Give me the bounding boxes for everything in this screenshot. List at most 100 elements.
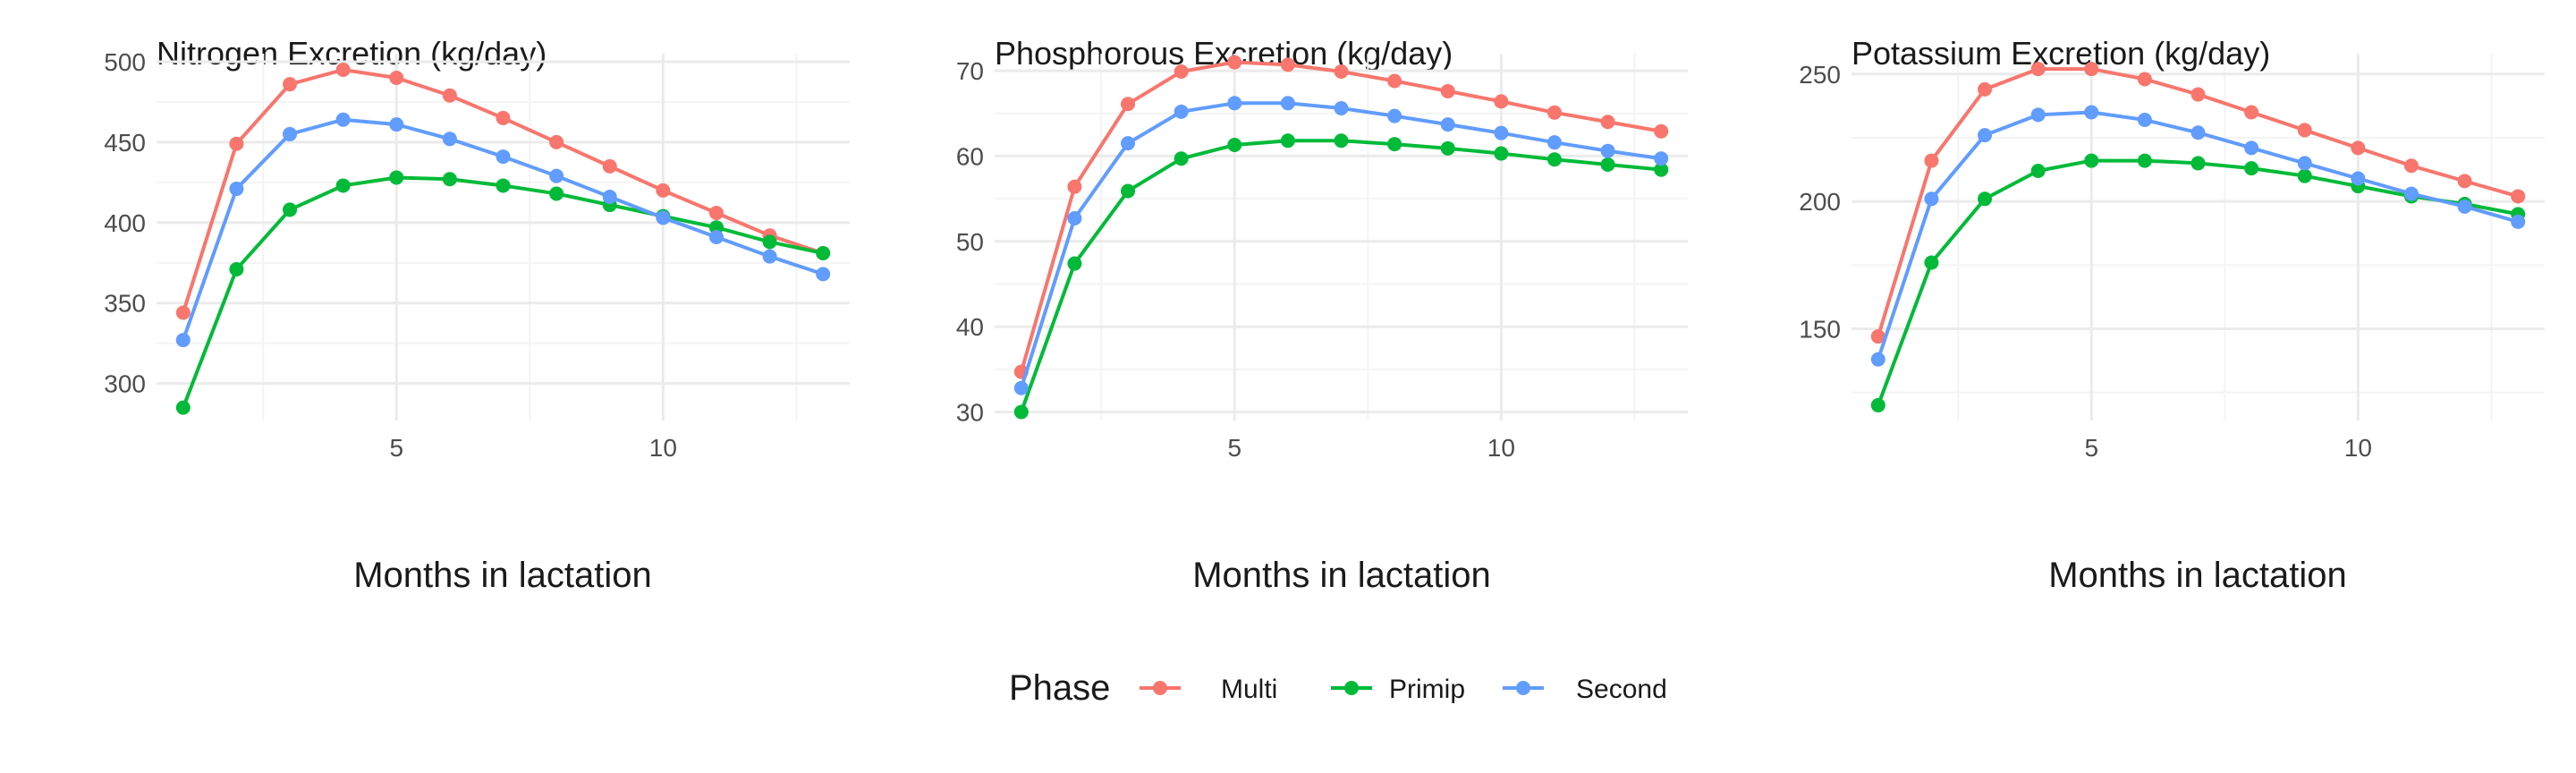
legend-title: Phase [1009, 668, 1110, 708]
data-point-primip [335, 178, 351, 193]
data-point-second [335, 112, 351, 127]
data-point-primip [283, 202, 298, 217]
legend-key-primip: Primip [1331, 675, 1465, 704]
data-point-multi [2190, 87, 2206, 102]
marks [1870, 62, 2526, 412]
x-axis-label: Months in lactation [2048, 556, 2347, 595]
data-point-second [2137, 113, 2152, 128]
y-tick-label: 450 [104, 129, 146, 157]
y-tick-label: 40 [956, 313, 984, 341]
data-point-multi [1174, 64, 1189, 80]
series-line-primip [1019, 139, 1662, 413]
x-tick-label: 10 [649, 434, 677, 462]
data-point-second [283, 126, 298, 141]
data-point-second [1440, 117, 1455, 132]
data-point-multi [1924, 153, 1939, 168]
data-point-primip [175, 400, 191, 415]
data-point-primip [496, 178, 511, 193]
panel-nitrogen: Nitrogen Excretion (kg/day) 5 10 300 350 400… [104, 35, 850, 595]
data-point-multi [389, 70, 404, 85]
y-tick-label: 350 [104, 290, 146, 318]
data-point-multi [1067, 179, 1082, 194]
series-line-primip [181, 175, 824, 409]
panel-title: Nitrogen Excretion (kg/day) [157, 35, 547, 72]
data-point-second [1600, 143, 1615, 158]
x-axis-label: Months in lactation [353, 556, 652, 595]
data-point-primip [1870, 397, 1885, 412]
y-tick-label: 60 [956, 142, 984, 170]
x-tick-label: 5 [2084, 434, 2098, 462]
data-point-primip [762, 234, 777, 250]
data-point-second [1387, 108, 1402, 123]
data-point-multi [335, 62, 351, 77]
data-point-primip [1280, 133, 1295, 149]
y-tick-label: 50 [956, 228, 984, 256]
data-point-multi [2403, 158, 2419, 174]
data-point-multi [175, 305, 191, 320]
data-point-multi [1121, 97, 1136, 112]
data-point-primip [1227, 138, 1242, 153]
data-point-primip [1654, 162, 1669, 177]
data-point-second [389, 117, 404, 132]
data-point-second [1121, 136, 1136, 151]
data-point-multi [2084, 62, 2099, 77]
marks [1013, 55, 1669, 420]
data-point-second [1334, 101, 1349, 116]
data-point-multi [1440, 83, 1455, 98]
data-point-multi [2244, 105, 2259, 120]
panel-potassium: Potassium Excretion (kg/day) 5 10 150 200 25… [1799, 35, 2545, 595]
data-point-primip [549, 186, 564, 201]
data-point-second [175, 333, 191, 348]
data-point-second [2297, 156, 2312, 171]
legend-label-primip: Primip [1389, 675, 1465, 704]
data-point-primip [1440, 140, 1455, 156]
data-point-multi [229, 136, 244, 151]
data-point-second [442, 132, 457, 147]
data-point-primip [2190, 156, 2206, 171]
data-point-multi [1654, 123, 1669, 139]
data-point-multi [549, 134, 564, 149]
data-point-multi [283, 77, 298, 92]
data-point-multi [708, 206, 724, 221]
legend-label-second: Second [1576, 675, 1667, 704]
data-point-second [1494, 125, 1509, 140]
marks [175, 62, 831, 415]
data-point-second [2403, 186, 2419, 201]
data-point-multi [2137, 72, 2152, 87]
y-tick-label: 250 [1799, 61, 1841, 89]
data-point-second [1870, 352, 1885, 367]
data-point-second [1013, 380, 1029, 395]
data-point-second [762, 249, 777, 264]
data-point-primip [1067, 256, 1082, 271]
data-point-primip [2030, 163, 2046, 178]
data-point-multi [1280, 57, 1295, 72]
series-line-second [1876, 110, 2519, 361]
data-point-second [2351, 171, 2366, 186]
x-tick-label: 10 [2344, 434, 2372, 462]
y-tick-label: 300 [104, 370, 146, 398]
grid [1852, 54, 2545, 420]
panel-title: Phosphorous Excretion (kg/day) [995, 35, 1453, 72]
data-point-primip [2297, 168, 2312, 183]
data-point-primip [816, 245, 831, 260]
data-point-second [602, 190, 617, 205]
panel-title: Potassium Excretion (kg/day) [1852, 35, 2270, 72]
data-point-multi [2030, 62, 2046, 77]
data-point-second [1280, 96, 1295, 111]
data-point-second [1227, 96, 1242, 111]
data-point-second [2030, 107, 2046, 123]
data-point-second [1924, 191, 1939, 207]
data-point-multi [1494, 94, 1509, 109]
data-point-primip [442, 172, 457, 187]
axis-ticks: 5 10 30 40 50 60 70 [956, 57, 1515, 462]
data-point-primip [1600, 157, 1615, 172]
data-point-second [229, 182, 244, 197]
data-point-primip [2244, 161, 2259, 176]
data-point-second [816, 267, 831, 282]
x-tick-label: 5 [389, 434, 403, 462]
data-point-primip [389, 170, 404, 185]
data-point-second [1654, 151, 1669, 166]
data-point-multi [2511, 189, 2526, 204]
data-point-primip [1978, 191, 1993, 207]
data-point-second [656, 210, 671, 225]
